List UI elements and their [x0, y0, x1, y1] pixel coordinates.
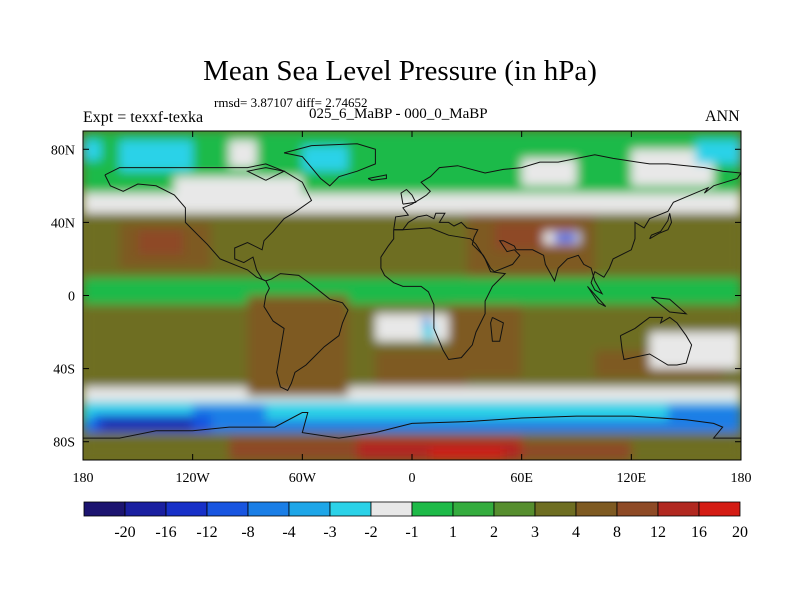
y-tick-label: 80S [53, 436, 75, 451]
colorbar-label: 1 [449, 524, 457, 541]
y-tick-label: 40N [51, 216, 75, 231]
period-label: 025_6_MaBP - 000_0_MaBP [309, 106, 488, 122]
colorbar-box [370, 501, 413, 517]
field-patch [554, 233, 577, 243]
field-patch [229, 140, 257, 168]
x-tick-label: 180 [73, 471, 94, 486]
coastline [400, 188, 417, 205]
colorbar-label: 16 [691, 524, 707, 541]
colorbar-label: -16 [155, 524, 176, 541]
experiment-label: Expt = texxf-texka [83, 109, 204, 126]
x-tick-label: 180 [731, 471, 752, 486]
colorbar-box [83, 501, 126, 517]
coastline [367, 174, 387, 181]
field-patch [422, 324, 434, 340]
season-label: ANN [705, 108, 740, 125]
field-patch [119, 140, 193, 172]
colorbar-box [534, 501, 577, 517]
coastline [263, 273, 349, 392]
coastline [651, 296, 688, 315]
colorbar-box [329, 501, 372, 517]
field-patch [695, 140, 741, 164]
field-patch [302, 145, 349, 172]
coastlines [83, 143, 741, 439]
field-patch [101, 419, 193, 429]
x-tick-label: 0 [409, 471, 416, 486]
field-patch [83, 386, 741, 402]
field-patch [375, 313, 449, 342]
colorbar-box [575, 501, 618, 517]
field-patch [229, 438, 376, 460]
field-patch [667, 405, 741, 433]
colorbar-label: -4 [282, 524, 295, 541]
colorbar-label: 4 [572, 524, 580, 541]
colorbar-label: -20 [114, 524, 135, 541]
field-patch [448, 304, 522, 378]
colorbar-label: -12 [196, 524, 217, 541]
map-axes: 180 120W 60W 0 60E 120E 180 80N 40N 0 40S 80S [51, 131, 752, 486]
pressure-difference-field [83, 131, 741, 460]
y-tick-label: 80N [51, 143, 75, 158]
colorbar-box [493, 501, 536, 517]
coastline [393, 154, 741, 295]
colorbar-box [411, 501, 454, 517]
coastline [490, 316, 504, 342]
x-tick-label: 60W [289, 471, 317, 486]
rmsd-diff-stats: rmsd= 3.87107 diff= 2.74652 [214, 95, 368, 110]
colorbar: -20 -16 -12 -8 -4 -3 -2 -1 1 2 3 4 8 12 16 20 [83, 501, 748, 541]
coastline [283, 143, 376, 187]
field-patch [430, 449, 504, 460]
x-tick-label: 120E [617, 471, 647, 486]
y-tick-label: 0 [68, 290, 75, 305]
field-patch [83, 140, 102, 161]
coastline [619, 316, 693, 366]
colorbar-box [698, 501, 741, 517]
field-patch [83, 277, 741, 305]
colorbar-label: 3 [531, 524, 539, 541]
colorbar-label: -1 [405, 524, 418, 541]
field-patch [649, 332, 741, 369]
colorbar-box [452, 501, 495, 517]
colorbar-box [206, 501, 249, 517]
coastline [587, 286, 607, 307]
y-tick-label: 40S [53, 363, 75, 378]
field-patch [521, 441, 632, 460]
colorbar-box [247, 501, 290, 517]
plot-title: Mean Sea Level Pressure (in hPa) [203, 55, 597, 87]
colorbar-box [124, 501, 167, 517]
coastline [649, 213, 673, 240]
colorbar-label: -2 [364, 524, 377, 541]
colorbar-box [165, 501, 208, 517]
colorbar-label: -8 [241, 524, 254, 541]
field-patch [174, 176, 303, 205]
colorbar-label: 20 [732, 524, 748, 541]
field-patch [247, 295, 349, 397]
colorbar-box [288, 501, 331, 517]
colorbar-box [616, 501, 659, 517]
coastline [104, 163, 313, 282]
colorbar-label: -3 [323, 524, 336, 541]
field-patch [521, 158, 577, 186]
field-patch [137, 229, 184, 256]
colorbar-box [657, 501, 700, 517]
colorbar-label: 8 [613, 524, 621, 541]
coastline [83, 412, 741, 439]
x-tick-label: 60E [510, 471, 533, 486]
colorbar-label: 12 [650, 524, 666, 541]
coastline [245, 167, 286, 181]
x-tick-label: 120W [176, 471, 211, 486]
colorbar-label: 2 [490, 524, 498, 541]
coastline [380, 227, 507, 361]
